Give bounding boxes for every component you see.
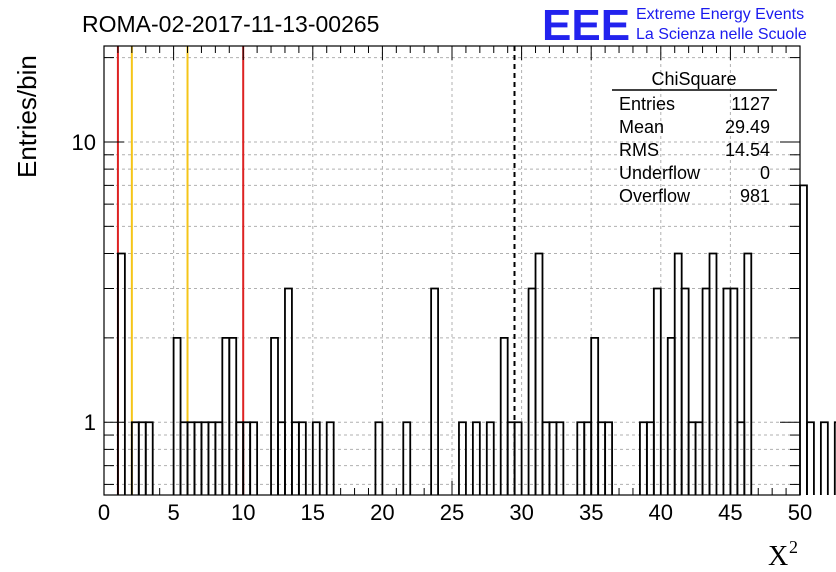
histogram-bin [297, 421, 307, 495]
x-tick-label: 20 [370, 500, 394, 525]
stats-row-value: 981 [740, 186, 770, 206]
stats-row-value: 0 [760, 163, 770, 183]
stats-row-label: RMS [619, 140, 659, 160]
x-tick-label: 40 [649, 500, 673, 525]
stats-row-label: Mean [619, 117, 664, 137]
histogram-bin [471, 421, 481, 495]
histogram-bin [485, 421, 495, 495]
x-tick-label: 15 [301, 500, 325, 525]
histogram-bin [534, 252, 544, 495]
x-tick-label: 30 [509, 500, 533, 525]
x-tick-label: 10 [231, 500, 255, 525]
histogram-bin [513, 421, 523, 495]
histogram-bin [249, 421, 259, 495]
histogram-bin [555, 421, 565, 495]
histogram-bin [743, 252, 753, 495]
histogram-bin [499, 336, 509, 495]
stats-box: ChiSquare Entries 1127 Mean 29.49 RMS 14.54 Un… [612, 69, 777, 206]
x-axis-title-superscript: 2 [789, 537, 798, 557]
histogram-bin [819, 421, 829, 495]
histogram-bin [172, 336, 182, 495]
histogram-bin [729, 287, 739, 495]
x-tick-label: 5 [167, 500, 179, 525]
histogram-bin [430, 287, 439, 495]
stats-title: ChiSquare [651, 69, 736, 89]
histogram-bin [604, 421, 613, 495]
histogram-bin [680, 287, 690, 495]
histogram-bin [311, 421, 321, 495]
chart-title: ROMA-02-2017-11-13-00265 [82, 11, 379, 37]
stats-row-label: Entries [619, 94, 675, 114]
logo-line2: La Scienza nelle Scuole [636, 26, 807, 43]
histogram-bin [117, 252, 126, 495]
histogram-bin [590, 336, 600, 495]
histogram-bin [374, 421, 384, 495]
stats-row-value: 1127 [731, 94, 770, 114]
histogram-bin [708, 252, 718, 495]
histogram-bin [806, 421, 815, 495]
logo-line1: Extreme Energy Events [636, 6, 804, 23]
stats-row-label: Overflow [619, 186, 691, 206]
x-tick-label: 0 [98, 500, 110, 525]
stats-row-value: 29.49 [725, 117, 770, 137]
stats-row-label: Underflow [619, 163, 701, 183]
x-tick-label: 35 [579, 500, 603, 525]
x-axis-title-main: X [768, 541, 788, 572]
histogram-bin [325, 421, 335, 495]
axis-ticks: 0 5 10 15 20 25 30 35 40 45 50 1 10 [72, 46, 812, 525]
histogram-bin [402, 421, 412, 495]
x-axis-title: X 2 [768, 537, 798, 572]
stats-rows: Entries 1127 Mean 29.49 RMS 14.54 Underflow 0 Ov… [619, 94, 770, 206]
x-tick-label: 25 [440, 500, 464, 525]
eee-logo: EEE Extreme Energy Events La Scienza nel… [542, 1, 807, 50]
histogram-bin [833, 421, 836, 495]
histogram-bin [284, 287, 293, 495]
y-tick-label: 1 [84, 410, 96, 435]
histogram-bin [652, 287, 662, 495]
histogram-bin [270, 336, 279, 495]
stats-row-value: 14.54 [725, 140, 770, 160]
y-tick-label: 10 [72, 130, 96, 155]
histogram-bin [458, 421, 467, 495]
logo-mark: EEE [542, 1, 630, 50]
histogram-bin [144, 421, 154, 495]
x-tick-label: 45 [718, 500, 742, 525]
y-axis-title: Entries/bin [12, 55, 42, 178]
histogram-bin [228, 336, 238, 495]
x-tick-label: 50 [788, 500, 812, 525]
histogram-bars [117, 184, 836, 495]
